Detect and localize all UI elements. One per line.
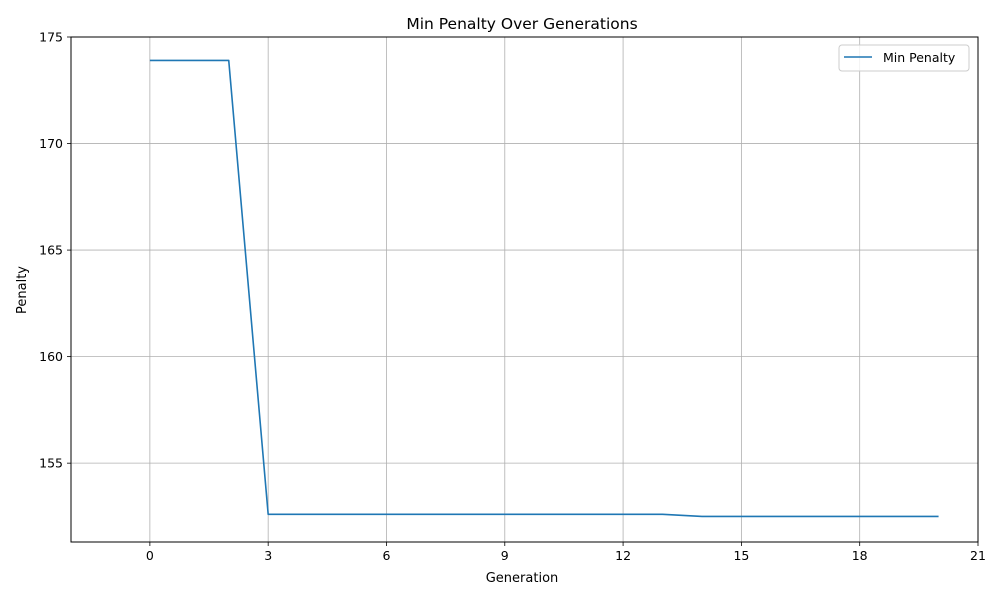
x-tick-label: 9 xyxy=(501,548,509,563)
x-axis-label: Generation xyxy=(486,571,559,586)
chart-title: Min Penalty Over Generations xyxy=(406,15,637,33)
legend-box xyxy=(838,44,970,72)
plot-frame xyxy=(70,36,979,543)
y-tick-label: 170 xyxy=(39,136,63,151)
x-axis-ticks: 0 3 6 9 12 15 18 21 xyxy=(146,542,986,563)
series-layer xyxy=(149,59,939,518)
y-tick-label: 155 xyxy=(39,456,63,471)
legend: Min Penalty xyxy=(838,44,970,72)
x-tick-label: 6 xyxy=(383,548,391,563)
x-tick-label: 3 xyxy=(264,548,272,563)
x-tick-label: 12 xyxy=(615,548,631,563)
x-tick-label: 15 xyxy=(733,548,749,563)
x-tick-label: 18 xyxy=(852,548,868,563)
y-tick-label: 160 xyxy=(39,349,63,364)
y-tick-label: 175 xyxy=(39,30,63,45)
y-axis-label: Penalty xyxy=(15,266,30,314)
y-tick-label: 165 xyxy=(39,243,63,258)
legend-label-min-penalty: Min Penalty xyxy=(883,50,956,65)
series-line-min-penalty xyxy=(149,59,939,518)
x-tick-label: 21 xyxy=(970,548,986,563)
y-axis-ticks: 155 160 165 170 175 xyxy=(39,30,71,471)
x-tick-label: 0 xyxy=(146,548,154,563)
